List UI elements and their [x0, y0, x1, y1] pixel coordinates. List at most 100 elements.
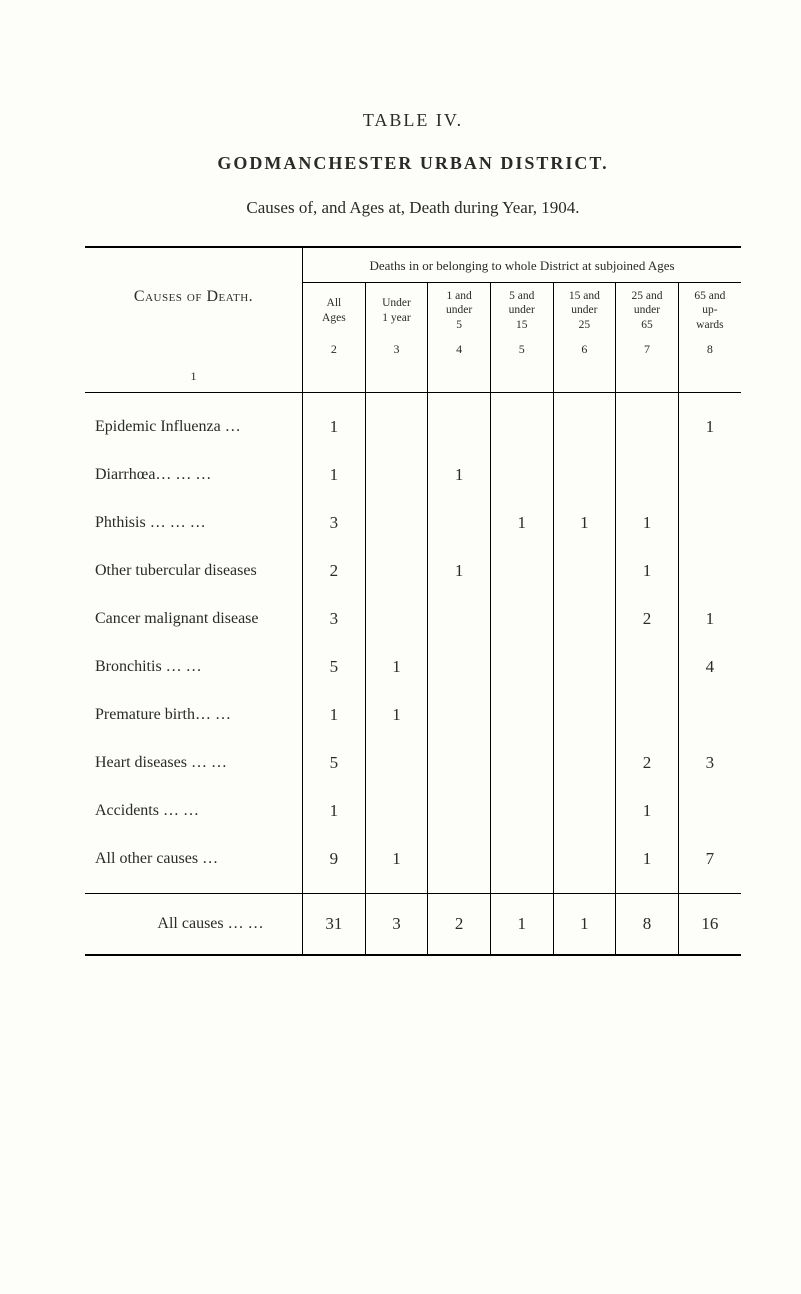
value-cell: 1 — [553, 499, 616, 547]
col-head-line: Ages — [322, 312, 346, 324]
col-head-all-ages: All Ages — [303, 283, 366, 339]
col-head-line: 1 and — [447, 290, 472, 302]
table-row: Epidemic Influenza …11 — [85, 403, 741, 451]
value-cell: 1 — [428, 451, 491, 499]
value-cell — [490, 403, 553, 451]
col-head-5-15: 5 and under 15 — [490, 283, 553, 339]
value-cell — [428, 739, 491, 787]
value-cell — [428, 835, 491, 883]
col-num: 5 — [490, 338, 553, 365]
row-label: Heart diseases … … — [85, 739, 303, 787]
value-cell — [490, 547, 553, 595]
value-cell — [678, 547, 741, 595]
table-row: Diarrhœa… … …11 — [85, 451, 741, 499]
col-head-under-1: Under 1 year — [365, 283, 428, 339]
value-cell — [428, 643, 491, 691]
total-cell: 1 — [490, 894, 553, 956]
value-cell: 1 — [616, 547, 679, 595]
value-cell — [553, 691, 616, 739]
total-label: All causes … … — [85, 894, 303, 956]
value-cell: 1 — [303, 451, 366, 499]
col-num: 3 — [365, 338, 428, 365]
value-cell: 2 — [616, 739, 679, 787]
table-row: Phthisis … … …3111 — [85, 499, 741, 547]
value-cell: 1 — [678, 403, 741, 451]
value-cell — [490, 739, 553, 787]
table-row: Premature birth… …11 — [85, 691, 741, 739]
value-cell: 1 — [678, 595, 741, 643]
total-cell: 2 — [428, 894, 491, 956]
value-cell: 9 — [303, 835, 366, 883]
col-head-line: 5 and — [509, 290, 534, 302]
col-head-line: wards — [696, 319, 723, 331]
span-header: Deaths in or belonging to whole District… — [303, 247, 741, 283]
causes-header-text: Causes of Death. — [134, 288, 253, 305]
value-cell: 3 — [303, 499, 366, 547]
value-cell — [490, 787, 553, 835]
total-cell: 1 — [553, 894, 616, 956]
value-cell: 1 — [428, 547, 491, 595]
col-head-25-65: 25 and under 65 — [616, 283, 679, 339]
value-cell: 1 — [365, 643, 428, 691]
value-cell — [490, 595, 553, 643]
value-cell: 1 — [303, 403, 366, 451]
value-cell — [616, 451, 679, 499]
value-cell — [553, 403, 616, 451]
value-cell: 3 — [303, 595, 366, 643]
value-cell — [553, 835, 616, 883]
value-cell — [428, 691, 491, 739]
row-label: Phthisis … … … — [85, 499, 303, 547]
table-row: Bronchitis … …514 — [85, 643, 741, 691]
value-cell — [616, 403, 679, 451]
row-col-num: 1 — [85, 365, 303, 393]
value-cell — [428, 595, 491, 643]
value-cell: 1 — [616, 787, 679, 835]
value-cell: 5 — [303, 643, 366, 691]
value-cell — [553, 547, 616, 595]
col-head-line: 5 — [456, 319, 462, 331]
value-cell: 7 — [678, 835, 741, 883]
col-num: 8 — [678, 338, 741, 365]
col-head-line: 25 — [579, 319, 591, 331]
value-cell: 1 — [303, 787, 366, 835]
value-cell: 3 — [678, 739, 741, 787]
row-label: All other causes … — [85, 835, 303, 883]
col-head-line: 65 — [641, 319, 653, 331]
table-row: All other causes …9117 — [85, 835, 741, 883]
value-cell — [365, 547, 428, 595]
col-head-line: 15 and — [569, 290, 600, 302]
row-label: Other tubercular diseases — [85, 547, 303, 595]
col-head-line: under — [634, 304, 660, 316]
value-cell — [553, 787, 616, 835]
col-num: 6 — [553, 338, 616, 365]
value-cell: 2 — [616, 595, 679, 643]
value-cell: 1 — [303, 691, 366, 739]
value-cell — [490, 691, 553, 739]
col-num: 4 — [428, 338, 491, 365]
value-cell — [428, 499, 491, 547]
value-cell — [365, 403, 428, 451]
total-cell: 8 — [616, 894, 679, 956]
table-number: TABLE IV. — [85, 110, 741, 131]
total-cell: 16 — [678, 894, 741, 956]
value-cell — [616, 691, 679, 739]
deaths-table: Causes of Death. Deaths in or belonging … — [85, 246, 741, 956]
value-cell — [553, 739, 616, 787]
row-label: Diarrhœa… … … — [85, 451, 303, 499]
table-row: Other tubercular diseases211 — [85, 547, 741, 595]
value-cell — [365, 499, 428, 547]
col-head-65-up: 65 and up- wards — [678, 283, 741, 339]
value-cell: 1 — [365, 691, 428, 739]
col-head-line: 25 and — [632, 290, 663, 302]
table-caption: Causes of, and Ages at, Death during Yea… — [85, 198, 741, 218]
value-cell — [553, 595, 616, 643]
value-cell: 1 — [616, 499, 679, 547]
value-cell — [553, 643, 616, 691]
table-row: Heart diseases … …523 — [85, 739, 741, 787]
col-head-line: All — [327, 297, 342, 309]
col-head-line: under — [446, 304, 472, 316]
causes-header: Causes of Death. — [85, 247, 303, 365]
row-label: Premature birth… … — [85, 691, 303, 739]
value-cell — [365, 787, 428, 835]
value-cell — [678, 787, 741, 835]
